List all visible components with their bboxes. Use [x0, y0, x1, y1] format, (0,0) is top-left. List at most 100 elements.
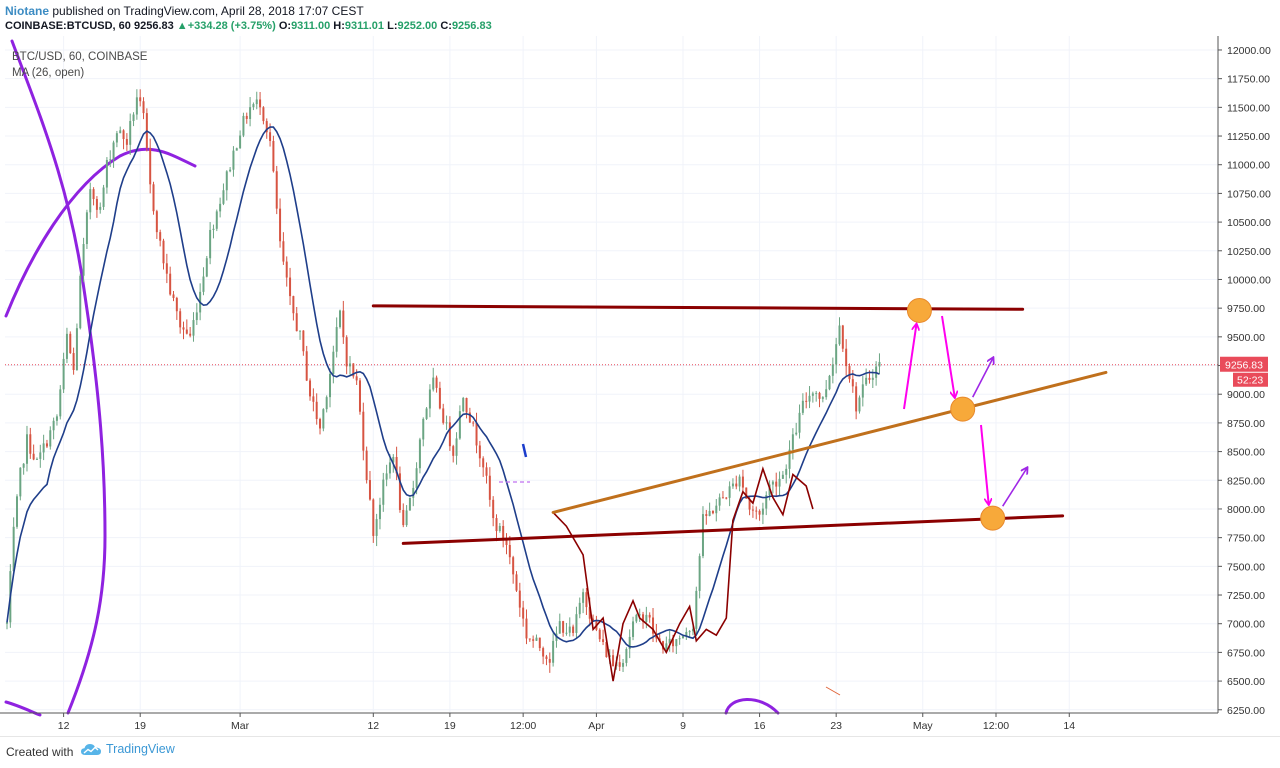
- candle-body: [302, 330, 305, 352]
- tradingview-logo[interactable]: TradingView: [80, 742, 175, 756]
- orange-tick-marker: [825, 686, 841, 696]
- candle-body: [505, 540, 508, 545]
- candle-body: [348, 363, 351, 367]
- x-tick-label: 19: [444, 720, 456, 732]
- candle-body: [25, 434, 28, 464]
- candle-body: [339, 310, 341, 328]
- candle-body: [575, 614, 578, 633]
- candle-body: [801, 400, 804, 413]
- candle-body: [35, 458, 38, 460]
- candle-body: [385, 473, 388, 480]
- candle-body: [831, 364, 834, 376]
- candle-body: [342, 310, 345, 338]
- y-tick-label: 9750.00: [1227, 303, 1265, 315]
- candle-body: [808, 395, 811, 402]
- candle-body: [225, 171, 228, 191]
- cloud-icon: [81, 744, 101, 755]
- candle-body: [672, 638, 674, 647]
- y-tick-label: 9500.00: [1227, 332, 1265, 344]
- candle-body: [568, 626, 571, 633]
- candle-body: [22, 463, 25, 468]
- candle-body: [255, 99, 258, 105]
- candle-body: [761, 508, 764, 515]
- tradingview-brand: TradingView: [106, 742, 175, 756]
- candle-body: [219, 203, 222, 212]
- purple-curve-corner: [4, 700, 42, 717]
- candle-body: [299, 330, 302, 332]
- candle-body: [632, 621, 635, 637]
- candle-body: [701, 514, 704, 557]
- candle-body: [848, 366, 851, 380]
- candle-body: [845, 348, 848, 367]
- low-label: L:: [387, 20, 398, 32]
- candle-body: [305, 351, 308, 381]
- y-tick-label: 10500.00: [1227, 217, 1271, 229]
- candle-body: [668, 638, 671, 644]
- candle-body: [565, 632, 568, 634]
- chart-legend: BTC/USD, 60, COINBASE MA (26, open): [12, 49, 147, 81]
- candle-body: [612, 655, 615, 667]
- candle-body: [279, 208, 282, 242]
- x-tick-label: 16: [754, 720, 766, 732]
- candle-body: [835, 344, 838, 365]
- candle-body: [329, 373, 332, 398]
- candle-body: [155, 211, 158, 233]
- candle-body: [642, 614, 645, 622]
- chart-area[interactable]: 12000.00 11750.00 11500.00 11250.00 11000.00…: [0, 36, 1280, 736]
- countdown-label: 52:23: [1237, 375, 1263, 387]
- candle-body: [332, 351, 335, 374]
- candle-body: [65, 333, 68, 359]
- close-label: C:: [440, 20, 452, 32]
- candle-body: [648, 614, 651, 618]
- rising-trend-line: [551, 370, 1108, 514]
- y-tick-label: 11750.00: [1227, 74, 1270, 86]
- candle-body: [751, 509, 754, 511]
- candle-body: [39, 452, 42, 459]
- author-name[interactable]: Niotane: [5, 4, 50, 18]
- price-chart[interactable]: 12000.00 11750.00 11500.00 11250.00 11000.00…: [0, 36, 1280, 736]
- candle-body: [711, 510, 714, 514]
- candle-body: [425, 408, 428, 419]
- candle-body: [135, 97, 138, 115]
- candle-body: [582, 592, 585, 603]
- candle-body: [192, 320, 195, 336]
- candle-body: [292, 296, 295, 314]
- candle-body: [32, 453, 35, 460]
- y-tick-label: 8000.00: [1227, 504, 1265, 516]
- x-tick-label: 12: [367, 720, 379, 732]
- ma-line: [6, 126, 880, 648]
- candle-body: [838, 325, 841, 345]
- candle-body: [222, 190, 225, 204]
- candle-body: [861, 384, 864, 398]
- candle-body: [858, 397, 861, 412]
- candles: [6, 89, 881, 673]
- candle-body: [165, 263, 168, 274]
- candle-body: [645, 614, 648, 622]
- candle-body: [189, 333, 192, 336]
- candle-body: [785, 468, 788, 475]
- candle-body: [12, 526, 15, 572]
- candle-body: [315, 401, 318, 420]
- candle-body: [282, 241, 285, 262]
- candle-body: [548, 658, 551, 663]
- candle-body: [212, 228, 215, 230]
- candle-body: [245, 115, 248, 119]
- y-tick-label: 11250.00: [1227, 131, 1270, 143]
- candle-body: [418, 439, 421, 469]
- candle-body: [142, 101, 145, 114]
- x-tick-label: 9: [680, 720, 686, 732]
- candle-body: [821, 397, 824, 399]
- candle-body: [49, 430, 52, 447]
- candle-body: [795, 432, 798, 435]
- candle-body: [185, 329, 188, 334]
- candle-body: [508, 544, 511, 558]
- candle-body: [95, 199, 98, 210]
- candle-body: [229, 169, 232, 172]
- candle-body: [851, 379, 854, 387]
- candle-body: [598, 629, 601, 640]
- ohlc-line: COINBASE:BTCUSD, 60 9256.83 ▲+334.28 (+3…: [5, 20, 492, 32]
- candle-body: [335, 327, 338, 352]
- y-tick-label: 8250.00: [1227, 475, 1265, 487]
- candle-body: [89, 189, 92, 213]
- candle-body: [125, 139, 128, 145]
